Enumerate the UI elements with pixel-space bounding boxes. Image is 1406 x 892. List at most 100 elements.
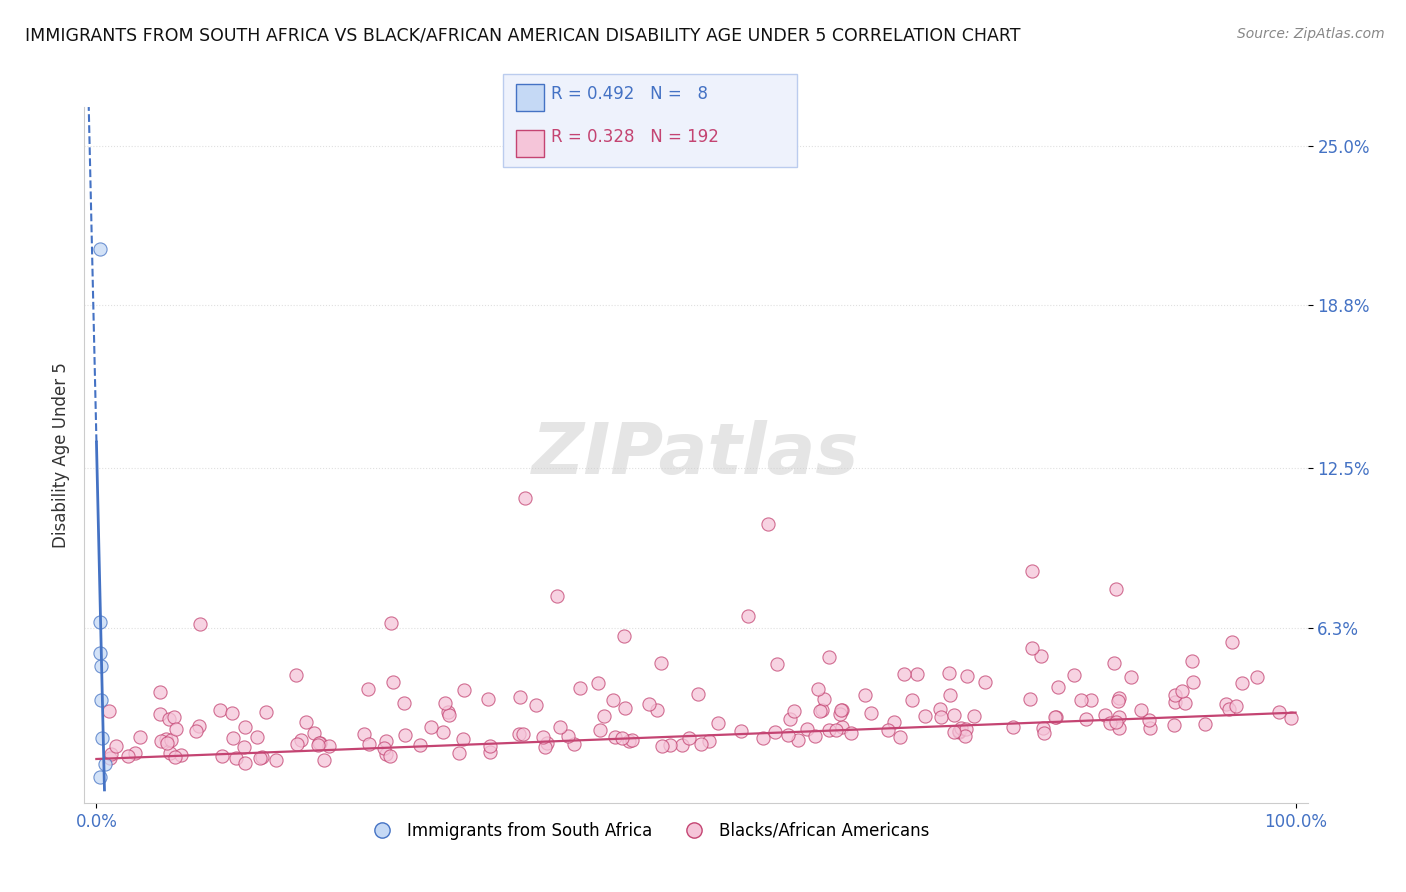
Point xyxy=(419,720,441,734)
Point xyxy=(613,701,636,715)
Point xyxy=(905,666,928,681)
Point xyxy=(157,712,180,726)
Point xyxy=(208,703,231,717)
Legend: Immigrants from South Africa, Blacks/African Americans: Immigrants from South Africa, Blacks/Afr… xyxy=(359,815,935,847)
Point xyxy=(290,732,312,747)
Point xyxy=(893,666,915,681)
Point xyxy=(1102,656,1125,670)
Point xyxy=(938,665,960,680)
Y-axis label: Disability Age Under 5: Disability Age Under 5 xyxy=(52,362,70,548)
Point xyxy=(222,731,245,745)
Point xyxy=(796,722,818,736)
Point xyxy=(246,730,269,744)
Point xyxy=(602,693,624,707)
Point xyxy=(169,748,191,763)
Point xyxy=(508,727,530,741)
Point xyxy=(129,730,152,744)
Point xyxy=(515,491,537,506)
Point xyxy=(93,757,117,772)
Point xyxy=(824,723,846,737)
Point xyxy=(295,714,318,729)
Point xyxy=(953,729,976,743)
Point xyxy=(1137,713,1160,727)
Point xyxy=(564,738,586,752)
Point xyxy=(536,735,558,749)
Point xyxy=(1181,675,1204,690)
Point xyxy=(1074,712,1097,726)
Point xyxy=(830,703,852,717)
Point xyxy=(943,725,966,739)
Point xyxy=(254,705,277,719)
Point xyxy=(963,709,986,723)
Point xyxy=(686,687,709,701)
Point xyxy=(285,738,308,752)
Point xyxy=(950,721,973,735)
Point xyxy=(1225,699,1247,714)
Point xyxy=(1021,640,1043,655)
Point xyxy=(449,746,471,760)
Point xyxy=(264,753,287,767)
Point xyxy=(98,751,121,765)
Point xyxy=(89,615,111,630)
Point xyxy=(375,734,398,748)
Point xyxy=(1180,654,1202,668)
Point xyxy=(612,731,634,746)
Point xyxy=(252,750,274,764)
Point xyxy=(188,719,211,733)
Point xyxy=(546,589,568,603)
Point xyxy=(453,682,475,697)
Point xyxy=(779,712,801,726)
Point xyxy=(830,706,852,721)
Point xyxy=(1029,649,1052,664)
Point xyxy=(645,703,668,717)
Point xyxy=(1163,718,1185,732)
Point xyxy=(1001,720,1024,734)
Point xyxy=(550,720,572,734)
Point xyxy=(1080,692,1102,706)
Point xyxy=(477,691,499,706)
Point xyxy=(509,690,531,704)
Point xyxy=(782,704,804,718)
Point xyxy=(839,726,862,740)
Point xyxy=(373,741,395,756)
Point xyxy=(318,739,340,753)
Point xyxy=(432,724,454,739)
Point xyxy=(1105,714,1128,729)
Point xyxy=(756,517,779,532)
Point xyxy=(156,736,179,750)
Point xyxy=(357,682,380,697)
Point xyxy=(409,738,432,752)
Point xyxy=(569,681,592,696)
Point xyxy=(671,738,693,752)
Point xyxy=(312,753,335,767)
Point xyxy=(1063,668,1085,682)
Point xyxy=(308,736,330,750)
Point xyxy=(588,723,610,737)
Point xyxy=(1043,710,1066,724)
Point xyxy=(817,723,839,737)
Point xyxy=(948,725,970,739)
Text: Source: ZipAtlas.com: Source: ZipAtlas.com xyxy=(1237,27,1385,41)
Point xyxy=(787,733,810,747)
Point xyxy=(380,749,402,764)
Point xyxy=(813,691,835,706)
Point xyxy=(613,629,636,643)
Point xyxy=(810,704,832,718)
Text: R = 0.492   N =   8: R = 0.492 N = 8 xyxy=(551,85,709,103)
Point xyxy=(235,756,257,770)
Point xyxy=(249,750,271,764)
Point xyxy=(650,656,672,670)
Point xyxy=(948,723,970,738)
Point xyxy=(149,706,172,721)
Point xyxy=(165,722,187,736)
Point xyxy=(1246,670,1268,684)
Point xyxy=(1164,695,1187,709)
Point xyxy=(586,675,609,690)
Point xyxy=(1032,721,1054,735)
Point xyxy=(811,703,834,717)
Point xyxy=(159,746,181,760)
Point xyxy=(117,748,139,763)
Point xyxy=(233,720,256,734)
Point xyxy=(876,723,898,738)
Point xyxy=(186,723,208,738)
